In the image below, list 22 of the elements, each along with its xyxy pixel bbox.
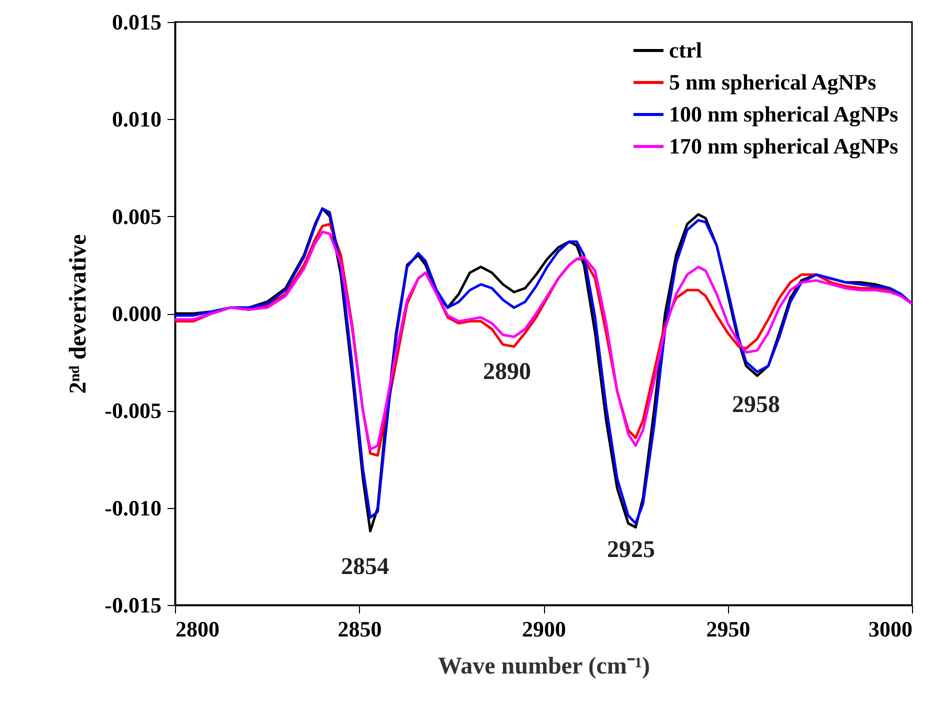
x-axis-title: Wave number (cm⁻¹): [438, 654, 650, 680]
annotation: 2854: [341, 554, 389, 580]
y-tick-label: -0.010: [104, 495, 162, 520]
x-tick-label: 2850: [338, 616, 382, 642]
legend-label: ctrl: [669, 38, 702, 62]
legend-label: 170 nm spherical AgNPs: [669, 134, 899, 158]
x-tick-label: 3000: [868, 616, 912, 642]
y-tick-label: 0.005: [112, 204, 162, 229]
y-tick-label: -0.005: [104, 398, 162, 424]
y-tick-label: 0.010: [112, 106, 162, 132]
y-tick-label: -0.015: [104, 592, 162, 618]
annotation: 2958: [732, 392, 780, 418]
y-tick-label: 0.000: [112, 301, 162, 326]
y-tick-label: 0.015: [112, 10, 162, 34]
x-tick-label: 2800: [176, 616, 220, 642]
legend-label: 100 nm spherical AgNPs: [669, 102, 899, 126]
y-axis-title: 2ⁿᵈ deverivative: [66, 234, 92, 394]
annotation: 2890: [483, 359, 531, 385]
annotation: 2925: [607, 537, 655, 563]
legend-label: 5 nm spherical AgNPs: [669, 70, 877, 94]
x-tick-label: 2950: [706, 616, 750, 642]
x-tick-label: 2900: [522, 616, 566, 642]
